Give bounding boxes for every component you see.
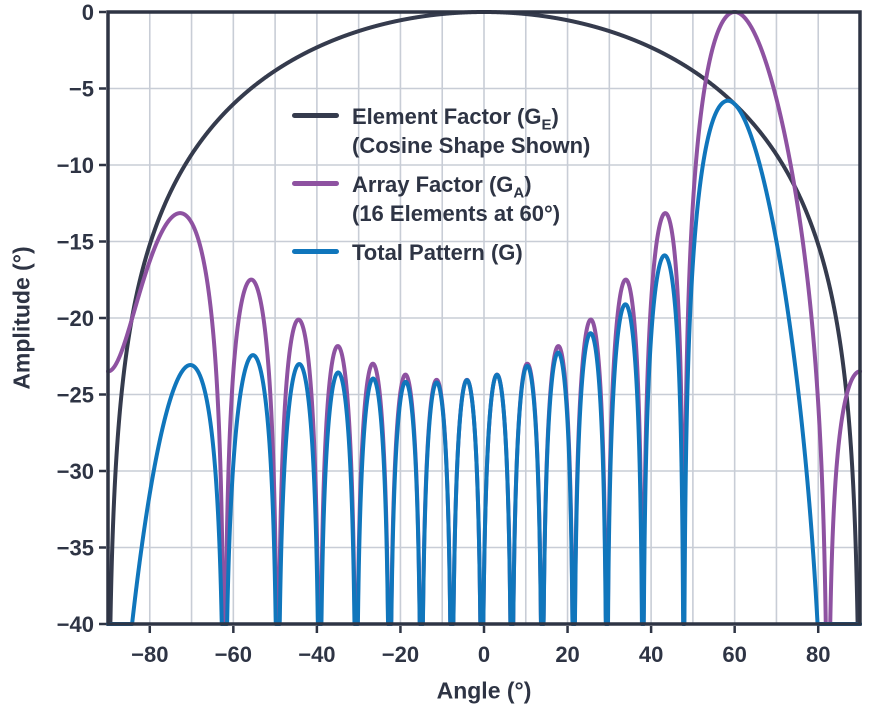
- legend-line-1: Total Pattern (G): [352, 240, 523, 266]
- legend-line-1: Element Factor (GE): [352, 104, 559, 134]
- x-tick-label: 0: [478, 642, 490, 667]
- x-tick-label: 60: [722, 642, 746, 667]
- x-axis-title: Angle (°): [436, 677, 532, 704]
- legend-item-array-factor: Array Factor (GA) (16 Elements at 60°): [292, 170, 590, 228]
- x-tick-label: −80: [131, 642, 168, 667]
- x-tick-label: −20: [382, 642, 419, 667]
- y-tick-label: −5: [69, 77, 94, 102]
- legend-item-total-pattern: Total Pattern (G): [292, 238, 590, 267]
- y-tick-label: −25: [57, 383, 94, 408]
- legend-label-total-pattern: Total Pattern (G): [352, 238, 523, 267]
- x-tick-label: 40: [639, 642, 663, 667]
- series-total-curve: [106, 98, 862, 626]
- legend-swatch-array-factor: [292, 181, 339, 187]
- y-tick-label: −10: [57, 153, 94, 178]
- legend-item-element-factor: Element Factor (GE) (Cosine Shape Shown): [292, 102, 590, 160]
- legend-label-array-factor: Array Factor (GA) (16 Elements at 60°): [352, 170, 560, 228]
- legend-swatch-element-factor: [292, 113, 339, 118]
- legend-line-1: Array Factor (GA): [352, 172, 532, 202]
- x-tick-label: 80: [806, 642, 830, 667]
- y-tick-label: 0: [82, 0, 94, 25]
- y-tick-label: −35: [57, 536, 94, 561]
- y-tick-label: −20: [57, 306, 94, 331]
- legend-swatch-total-pattern: [292, 249, 339, 255]
- y-tick-label: −15: [57, 230, 94, 255]
- x-tick-label: −40: [298, 642, 335, 667]
- legend-line-2: (Cosine Shape Shown): [352, 133, 591, 159]
- legend: Element Factor (GE) (Cosine Shape Shown)…: [292, 102, 590, 267]
- y-tick-label: −30: [57, 459, 94, 484]
- legend-label-element-factor: Element Factor (GE) (Cosine Shape Shown): [352, 102, 590, 160]
- legend-line-2: (16 Elements at 60°): [352, 201, 561, 227]
- x-tick-label: −60: [215, 642, 252, 667]
- y-axis-title: Amplitude (°): [8, 246, 35, 390]
- x-tick-label: 20: [555, 642, 579, 667]
- y-tick-label: −40: [57, 612, 94, 637]
- plot-frame: [106, 10, 862, 626]
